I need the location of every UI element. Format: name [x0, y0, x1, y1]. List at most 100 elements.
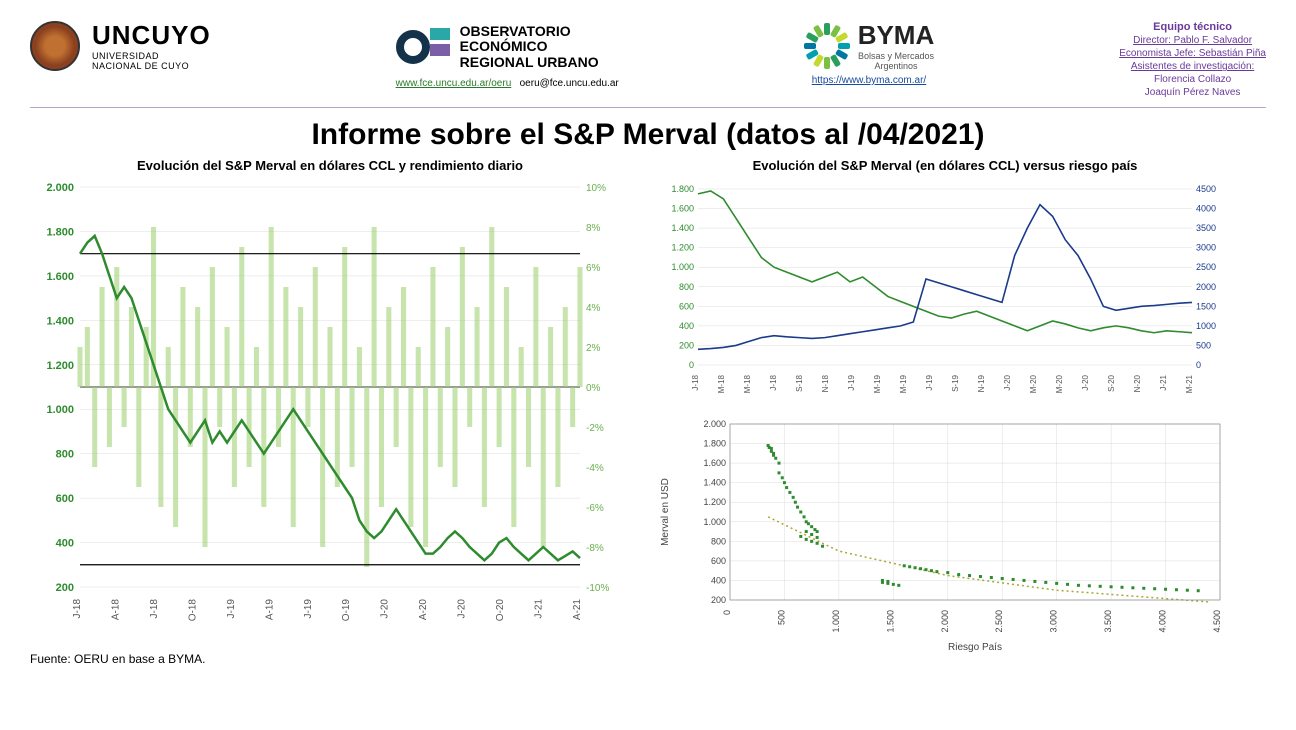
svg-text:M-18: M-18 [743, 375, 752, 394]
svg-text:M-19: M-19 [899, 375, 908, 394]
chart1: 2004006008001.0001.2001.4001.6001.8002.0… [30, 177, 630, 642]
byma-block: BYMA Bolsas y Mercados Argentinos https:… [804, 20, 935, 86]
svg-text:1.500: 1.500 [885, 610, 895, 633]
svg-text:1.600: 1.600 [46, 271, 74, 283]
svg-text:3.000: 3.000 [1049, 610, 1059, 633]
team-title: Equipo técnico [1119, 20, 1266, 34]
byma-ring-icon [804, 23, 850, 69]
svg-text:2.000: 2.000 [940, 610, 950, 633]
svg-text:0: 0 [689, 360, 694, 370]
svg-text:1.000: 1.000 [703, 517, 726, 527]
svg-text:400: 400 [711, 576, 726, 586]
oeru-url-link[interactable]: www.fce.uncu.edu.ar/oeru [396, 78, 512, 89]
team-line-4: Joaquín Pérez Naves [1119, 86, 1266, 99]
svg-text:-6%: -6% [586, 503, 604, 514]
svg-text:0: 0 [1196, 360, 1201, 370]
svg-text:N-18: N-18 [821, 375, 830, 393]
svg-text:6%: 6% [586, 263, 601, 274]
svg-text:500: 500 [1196, 341, 1211, 351]
svg-text:800: 800 [711, 537, 726, 547]
svg-text:J-18: J-18 [691, 375, 700, 391]
svg-text:J-19: J-19 [847, 375, 856, 391]
svg-text:1.600: 1.600 [703, 458, 726, 468]
svg-text:4000: 4000 [1196, 204, 1216, 214]
svg-text:-8%: -8% [586, 543, 604, 554]
uncuyo-seal-icon [30, 21, 80, 71]
oeru-logo-icon [396, 20, 450, 74]
svg-text:400: 400 [56, 538, 74, 550]
svg-text:1.200: 1.200 [46, 360, 74, 372]
svg-text:A-20: A-20 [418, 599, 429, 621]
svg-text:J-20: J-20 [380, 599, 391, 619]
source-text: Fuente: OERU en base a BYMA. [30, 652, 630, 666]
svg-text:4.000: 4.000 [1158, 610, 1168, 633]
chart1-title: Evolución del S&P Merval en dólares CCL … [30, 158, 630, 173]
svg-text:600: 600 [711, 556, 726, 566]
svg-text:600: 600 [56, 493, 74, 505]
oeru-line1: OBSERVATORIO [460, 24, 599, 39]
svg-text:-10%: -10% [586, 583, 609, 594]
svg-text:2500: 2500 [1196, 263, 1216, 273]
svg-text:-2%: -2% [586, 423, 604, 434]
svg-text:J-20: J-20 [1081, 375, 1090, 391]
svg-text:1000: 1000 [1196, 321, 1216, 331]
oeru-email: oeru@fce.uncu.edu.ar [520, 78, 619, 89]
oeru-line3: REGIONAL URBANO [460, 55, 599, 70]
svg-text:2%: 2% [586, 343, 601, 354]
chart3: 200 400 600 800 1.000 1.200 1.400 1.600 1.800 2.0… [650, 414, 1240, 659]
byma-sub1: Bolsas y Mercados [858, 51, 935, 61]
team-block: Equipo técnico Director: Pablo F. Salvad… [1119, 20, 1266, 99]
left-column: Evolución del S&P Merval en dólares CCL … [30, 158, 630, 666]
svg-text:S-18: S-18 [795, 375, 804, 392]
svg-text:M-20: M-20 [1029, 375, 1038, 394]
svg-text:M-21: M-21 [1185, 375, 1194, 394]
svg-text:1.200: 1.200 [703, 498, 726, 508]
svg-text:3500: 3500 [1196, 223, 1216, 233]
svg-text:O-19: O-19 [341, 599, 352, 622]
svg-text:J-19: J-19 [925, 375, 934, 391]
team-line-0: Director: Pablo F. Salvador [1133, 35, 1252, 46]
oeru-text: OBSERVATORIO ECONÓMICO REGIONAL URBANO [460, 24, 599, 70]
svg-text:1.000: 1.000 [671, 263, 694, 273]
svg-text:N-20: N-20 [1133, 375, 1142, 393]
svg-text:1.400: 1.400 [46, 316, 74, 328]
svg-text:2.500: 2.500 [994, 610, 1004, 633]
svg-text:A-18: A-18 [110, 599, 121, 621]
svg-text:S-20: S-20 [1107, 375, 1116, 392]
svg-text:J-21: J-21 [534, 599, 545, 619]
svg-text:M-19: M-19 [873, 375, 882, 394]
svg-text:J-19: J-19 [303, 599, 314, 619]
svg-text:1.800: 1.800 [703, 439, 726, 449]
svg-text:400: 400 [679, 321, 694, 331]
svg-text:N-19: N-19 [977, 375, 986, 393]
svg-text:0: 0 [722, 610, 732, 615]
uncuyo-text: UNCUYO UNIVERSIDAD NACIONAL DE CUYO [92, 20, 211, 71]
chart2-title: Evolución del S&P Merval (en dólares CCL… [650, 158, 1240, 173]
svg-text:4%: 4% [586, 303, 601, 314]
svg-text:1.400: 1.400 [703, 478, 726, 488]
svg-text:1.600: 1.600 [671, 204, 694, 214]
svg-text:600: 600 [679, 302, 694, 312]
oeru-line2: ECONÓMICO [460, 39, 599, 54]
svg-text:500: 500 [776, 610, 786, 625]
oeru-links: www.fce.uncu.edu.ar/oeru oeru@fce.uncu.e… [396, 78, 619, 89]
svg-text:J-20: J-20 [457, 599, 468, 619]
svg-text:-4%: -4% [586, 463, 604, 474]
svg-text:S-19: S-19 [951, 375, 960, 392]
svg-text:2.000: 2.000 [46, 182, 74, 194]
main-title: Informe sobre el S&P Merval (datos al /0… [30, 118, 1266, 152]
svg-text:3.500: 3.500 [1103, 610, 1113, 633]
svg-text:1.200: 1.200 [671, 243, 694, 253]
content: Evolución del S&P Merval en dólares CCL … [30, 158, 1266, 666]
svg-text:200: 200 [711, 595, 726, 605]
chart2: 02004006008001.0001.2001.4001.6001.80005… [650, 183, 1240, 408]
byma-url-link[interactable]: https://www.byma.com.ar/ [804, 75, 935, 86]
uncuyo-logo-block: UNCUYO UNIVERSIDAD NACIONAL DE CUYO [30, 20, 211, 71]
svg-text:M-18: M-18 [717, 375, 726, 394]
svg-text:800: 800 [679, 282, 694, 292]
svg-text:1.400: 1.400 [671, 223, 694, 233]
team-line-1: Economista Jefe: Sebastián Piña [1119, 48, 1266, 59]
svg-text:J-19: J-19 [226, 599, 237, 619]
right-column: Evolución del S&P Merval (en dólares CCL… [650, 158, 1240, 666]
byma-name: BYMA [858, 20, 935, 51]
